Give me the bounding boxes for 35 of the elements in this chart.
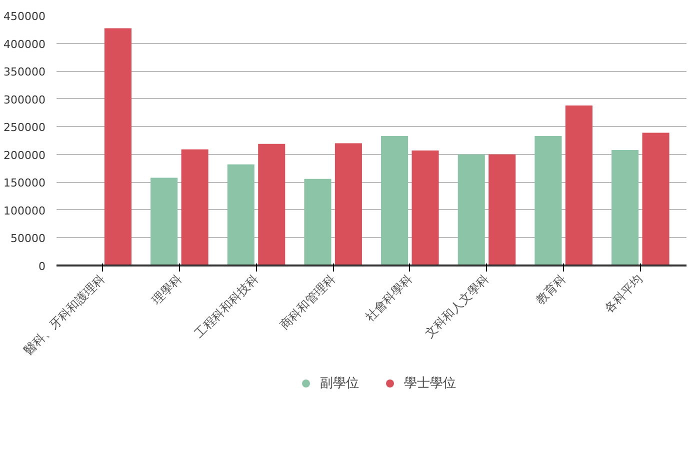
- bar: [642, 132, 670, 266]
- bar: [488, 154, 516, 266]
- y-tick-label: 0: [38, 260, 46, 273]
- y-tick-label: 250000: [4, 121, 46, 134]
- x-tick-label: 商科和管理科: [277, 272, 338, 332]
- bar: [334, 143, 362, 266]
- bar: [612, 150, 639, 266]
- x-tick-label: 醫科、牙科和護理科: [21, 272, 108, 358]
- y-tick-label: 150000: [4, 176, 46, 190]
- x-tick-label: 理學科: [149, 272, 184, 307]
- y-tick-label: 300000: [4, 93, 46, 106]
- bar: [381, 136, 408, 266]
- y-tick-label: 200000: [4, 148, 46, 162]
- bar: [181, 149, 208, 266]
- y-tick-label: 100000: [4, 204, 46, 218]
- x-tick-label: 教育科: [533, 272, 569, 307]
- bar: [304, 178, 332, 266]
- y-tick-label: 450000: [4, 10, 46, 23]
- bar: [227, 164, 254, 266]
- legend-label: 學士學位: [404, 375, 456, 392]
- bar: [534, 136, 562, 266]
- x-tick-label: 工程科和科技科: [192, 272, 262, 341]
- bar: [458, 154, 485, 266]
- y-tick-label: 50000: [10, 232, 46, 246]
- x-tick-label: 社會科學科: [362, 272, 415, 324]
- bar: [258, 144, 286, 266]
- x-tick-label: 各科平均: [602, 272, 646, 316]
- bar: [412, 150, 439, 266]
- legend-label: 副學位: [320, 375, 359, 392]
- x-tick-label: 文科和人文學科: [422, 272, 492, 341]
- bar: [150, 178, 178, 266]
- y-tick-label: 400000: [4, 38, 46, 51]
- bar: [104, 28, 132, 266]
- y-tick-label: 350000: [4, 66, 46, 79]
- bar: [565, 106, 592, 266]
